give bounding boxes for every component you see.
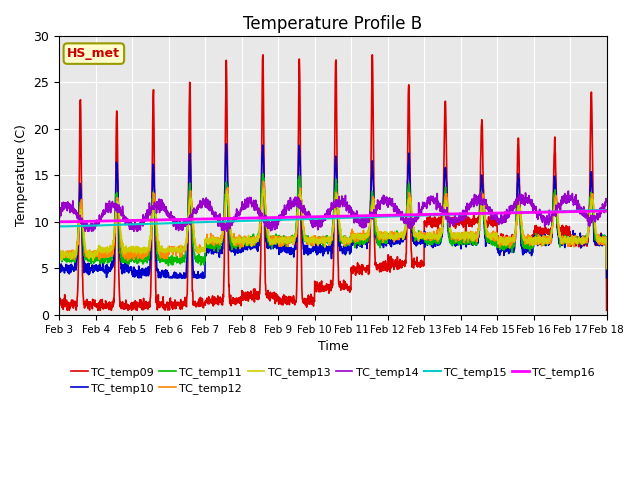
TC_temp11 xyxy=(208,244,216,250)
TC_temp15 xyxy=(349,215,356,220)
TC_temp12 xyxy=(361,232,369,238)
Legend: TC_temp09, TC_temp10, TC_temp11, TC_temp12, TC_temp13, TC_temp14, TC_temp15, TC_: TC_temp09, TC_temp10, TC_temp11, TC_temp… xyxy=(67,362,599,398)
TC_temp14 xyxy=(55,212,63,218)
TC_temp11 xyxy=(570,237,577,242)
TC_temp16 xyxy=(360,213,368,218)
TC_temp11 xyxy=(361,240,369,245)
TC_temp10 xyxy=(603,275,611,281)
TC_temp12 xyxy=(492,231,500,237)
TC_temp16 xyxy=(208,216,216,222)
Line: TC_temp10: TC_temp10 xyxy=(59,144,607,278)
TC_temp12 xyxy=(555,223,563,229)
TC_temp16 xyxy=(349,213,356,219)
TC_temp10 xyxy=(208,247,216,252)
TC_temp13 xyxy=(492,235,500,241)
TC_temp12 xyxy=(260,178,268,184)
TC_temp13 xyxy=(208,239,216,244)
TC_temp15 xyxy=(492,210,500,216)
TC_temp15 xyxy=(208,219,216,225)
TC_temp09 xyxy=(555,224,563,229)
TC_temp13 xyxy=(349,236,356,241)
Line: TC_temp12: TC_temp12 xyxy=(59,181,607,268)
TC_temp09 xyxy=(208,296,216,301)
TC_temp14 xyxy=(208,206,216,212)
TC_temp09 xyxy=(349,263,357,269)
TC_temp12 xyxy=(55,250,63,256)
TC_temp09 xyxy=(361,267,369,273)
TC_temp09 xyxy=(63,307,71,313)
TC_temp14 xyxy=(81,228,89,234)
TC_temp10 xyxy=(555,235,563,241)
TC_temp09 xyxy=(603,307,611,313)
TC_temp09 xyxy=(492,219,500,225)
TC_temp11 xyxy=(492,240,500,246)
TC_temp13 xyxy=(570,234,577,240)
TC_temp10 xyxy=(361,237,369,242)
X-axis label: Time: Time xyxy=(317,340,348,353)
TC_temp14 xyxy=(361,216,369,221)
TC_temp16 xyxy=(492,210,500,216)
Y-axis label: Temperature (C): Temperature (C) xyxy=(15,124,28,227)
TC_temp15 xyxy=(55,224,63,229)
TC_temp15 xyxy=(570,208,577,214)
TC_temp13 xyxy=(55,254,63,260)
TC_temp15 xyxy=(360,215,368,220)
TC_temp16 xyxy=(603,208,611,214)
Line: TC_temp16: TC_temp16 xyxy=(59,211,607,222)
TC_temp10 xyxy=(134,275,142,281)
TC_temp09 xyxy=(570,240,578,246)
TC_temp13 xyxy=(260,185,268,191)
TC_temp14 xyxy=(555,200,563,206)
TC_temp14 xyxy=(570,202,578,207)
TC_temp15 xyxy=(554,208,562,214)
TC_temp09 xyxy=(259,52,267,58)
TC_temp14 xyxy=(492,216,500,221)
TC_temp10 xyxy=(55,267,63,273)
TC_temp11 xyxy=(603,265,611,271)
TC_temp15 xyxy=(603,207,611,213)
TC_temp12 xyxy=(603,265,611,271)
TC_temp16 xyxy=(55,219,63,225)
TC_temp14 xyxy=(564,188,572,194)
Line: TC_temp13: TC_temp13 xyxy=(59,188,607,268)
TC_temp10 xyxy=(570,236,578,242)
Title: Temperature Profile B: Temperature Profile B xyxy=(243,15,422,33)
TC_temp12 xyxy=(208,236,216,241)
TC_temp12 xyxy=(349,228,356,234)
TC_temp16 xyxy=(570,209,577,215)
TC_temp11 xyxy=(555,229,563,235)
TC_temp10 xyxy=(492,242,500,248)
TC_temp09 xyxy=(55,301,63,307)
Line: TC_temp14: TC_temp14 xyxy=(59,191,607,231)
TC_temp14 xyxy=(349,209,356,215)
TC_temp10 xyxy=(223,141,230,147)
Line: TC_temp09: TC_temp09 xyxy=(59,55,607,310)
TC_temp11 xyxy=(55,257,63,263)
TC_temp13 xyxy=(555,222,563,228)
TC_temp11 xyxy=(259,171,267,177)
TC_temp13 xyxy=(361,233,369,239)
TC_temp13 xyxy=(603,265,611,271)
TC_temp10 xyxy=(349,238,357,244)
Text: HS_met: HS_met xyxy=(67,47,120,60)
TC_temp16 xyxy=(554,209,562,215)
Line: TC_temp11: TC_temp11 xyxy=(59,174,607,268)
TC_temp12 xyxy=(570,237,577,242)
Line: TC_temp15: TC_temp15 xyxy=(59,210,607,227)
TC_temp14 xyxy=(603,199,611,205)
TC_temp11 xyxy=(349,239,356,244)
